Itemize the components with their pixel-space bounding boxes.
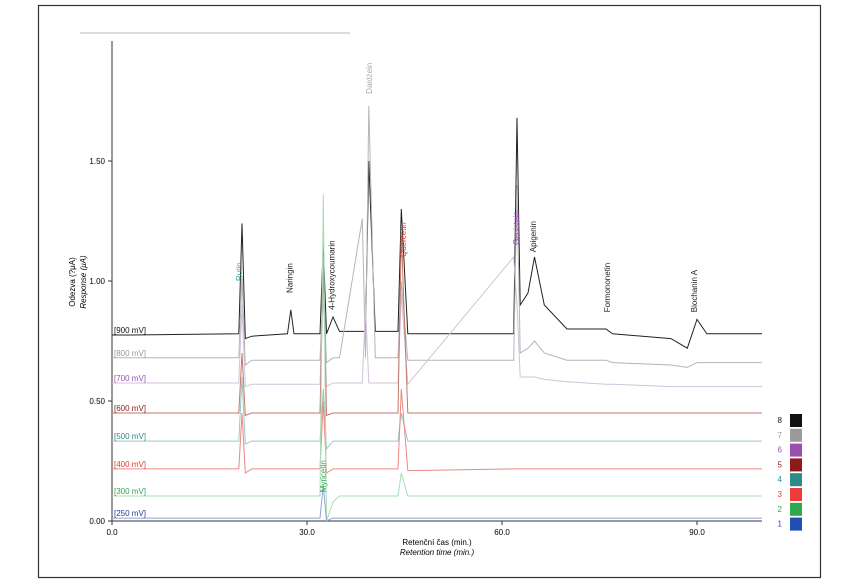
peak-label: Daidzein [365, 63, 374, 94]
peak-label: Biochanin A [690, 269, 699, 312]
peak-label: Apigenin [529, 221, 538, 252]
peak-label: Naringin [286, 263, 295, 293]
trace-label: [300 mV] [114, 487, 146, 496]
y-axis-label: Odezva (?μA) [68, 257, 77, 307]
trace-label: [700 mV] [114, 374, 146, 383]
x-tick-label: 90.0 [689, 528, 705, 537]
y-tick-label: 0.00 [89, 517, 105, 526]
frame [37, 4, 822, 579]
trace-label: [600 mV] [114, 404, 146, 413]
peak-label: Quercetin [399, 222, 408, 257]
peak-label: Rutin [235, 262, 244, 281]
legend-swatch [790, 502, 802, 516]
legend-label: 2 [778, 505, 783, 514]
y-tick-label: 0.50 [89, 397, 105, 406]
legend-swatch [790, 488, 802, 501]
trace-label: [250 mV] [114, 509, 146, 518]
legend-swatch [790, 473, 802, 487]
legend-swatch [790, 428, 802, 442]
trace [112, 388, 762, 474]
legend-label: 5 [778, 460, 783, 469]
y-axis-label-en: Response (μA) [79, 255, 88, 309]
trace [112, 194, 762, 522]
peak-label: Genistein [512, 211, 521, 245]
y-tick-label: 1.50 [89, 157, 105, 166]
legend-swatch [790, 443, 802, 457]
legend-label: 1 [778, 520, 783, 529]
trace [112, 117, 762, 349]
trace [112, 255, 762, 388]
legend-label: 6 [778, 446, 783, 455]
trace-label: [400 mV] [114, 460, 146, 469]
legend-swatch [790, 517, 802, 531]
x-tick-label: 0.0 [106, 528, 118, 537]
x-axis-label: Retenční čas (min.) [402, 538, 472, 547]
peak-label: Formononetin [603, 263, 612, 312]
peak-label: Myricetin [319, 460, 328, 492]
x-tick-label: 30.0 [299, 528, 315, 537]
legend-label: 3 [778, 490, 783, 499]
x-tick-label: 60.0 [494, 528, 510, 537]
legend-label: 7 [778, 431, 783, 440]
legend-label: 4 [778, 475, 783, 484]
trace [112, 232, 762, 417]
trace [112, 376, 762, 451]
y-tick-label: 1.00 [89, 277, 105, 286]
trace [112, 484, 762, 522]
trace-label: [500 mV] [114, 432, 146, 441]
legend-label: 8 [778, 416, 783, 425]
legend-swatch [790, 414, 802, 427]
trace-label: [800 mV] [114, 349, 146, 358]
trace-label: [900 mV] [114, 326, 146, 335]
trace [112, 105, 762, 368]
peak-label: 4-Hydroxycoumarin [327, 240, 336, 309]
legend-swatch [790, 458, 802, 472]
x-axis-label-en: Retention time (min.) [400, 548, 475, 557]
